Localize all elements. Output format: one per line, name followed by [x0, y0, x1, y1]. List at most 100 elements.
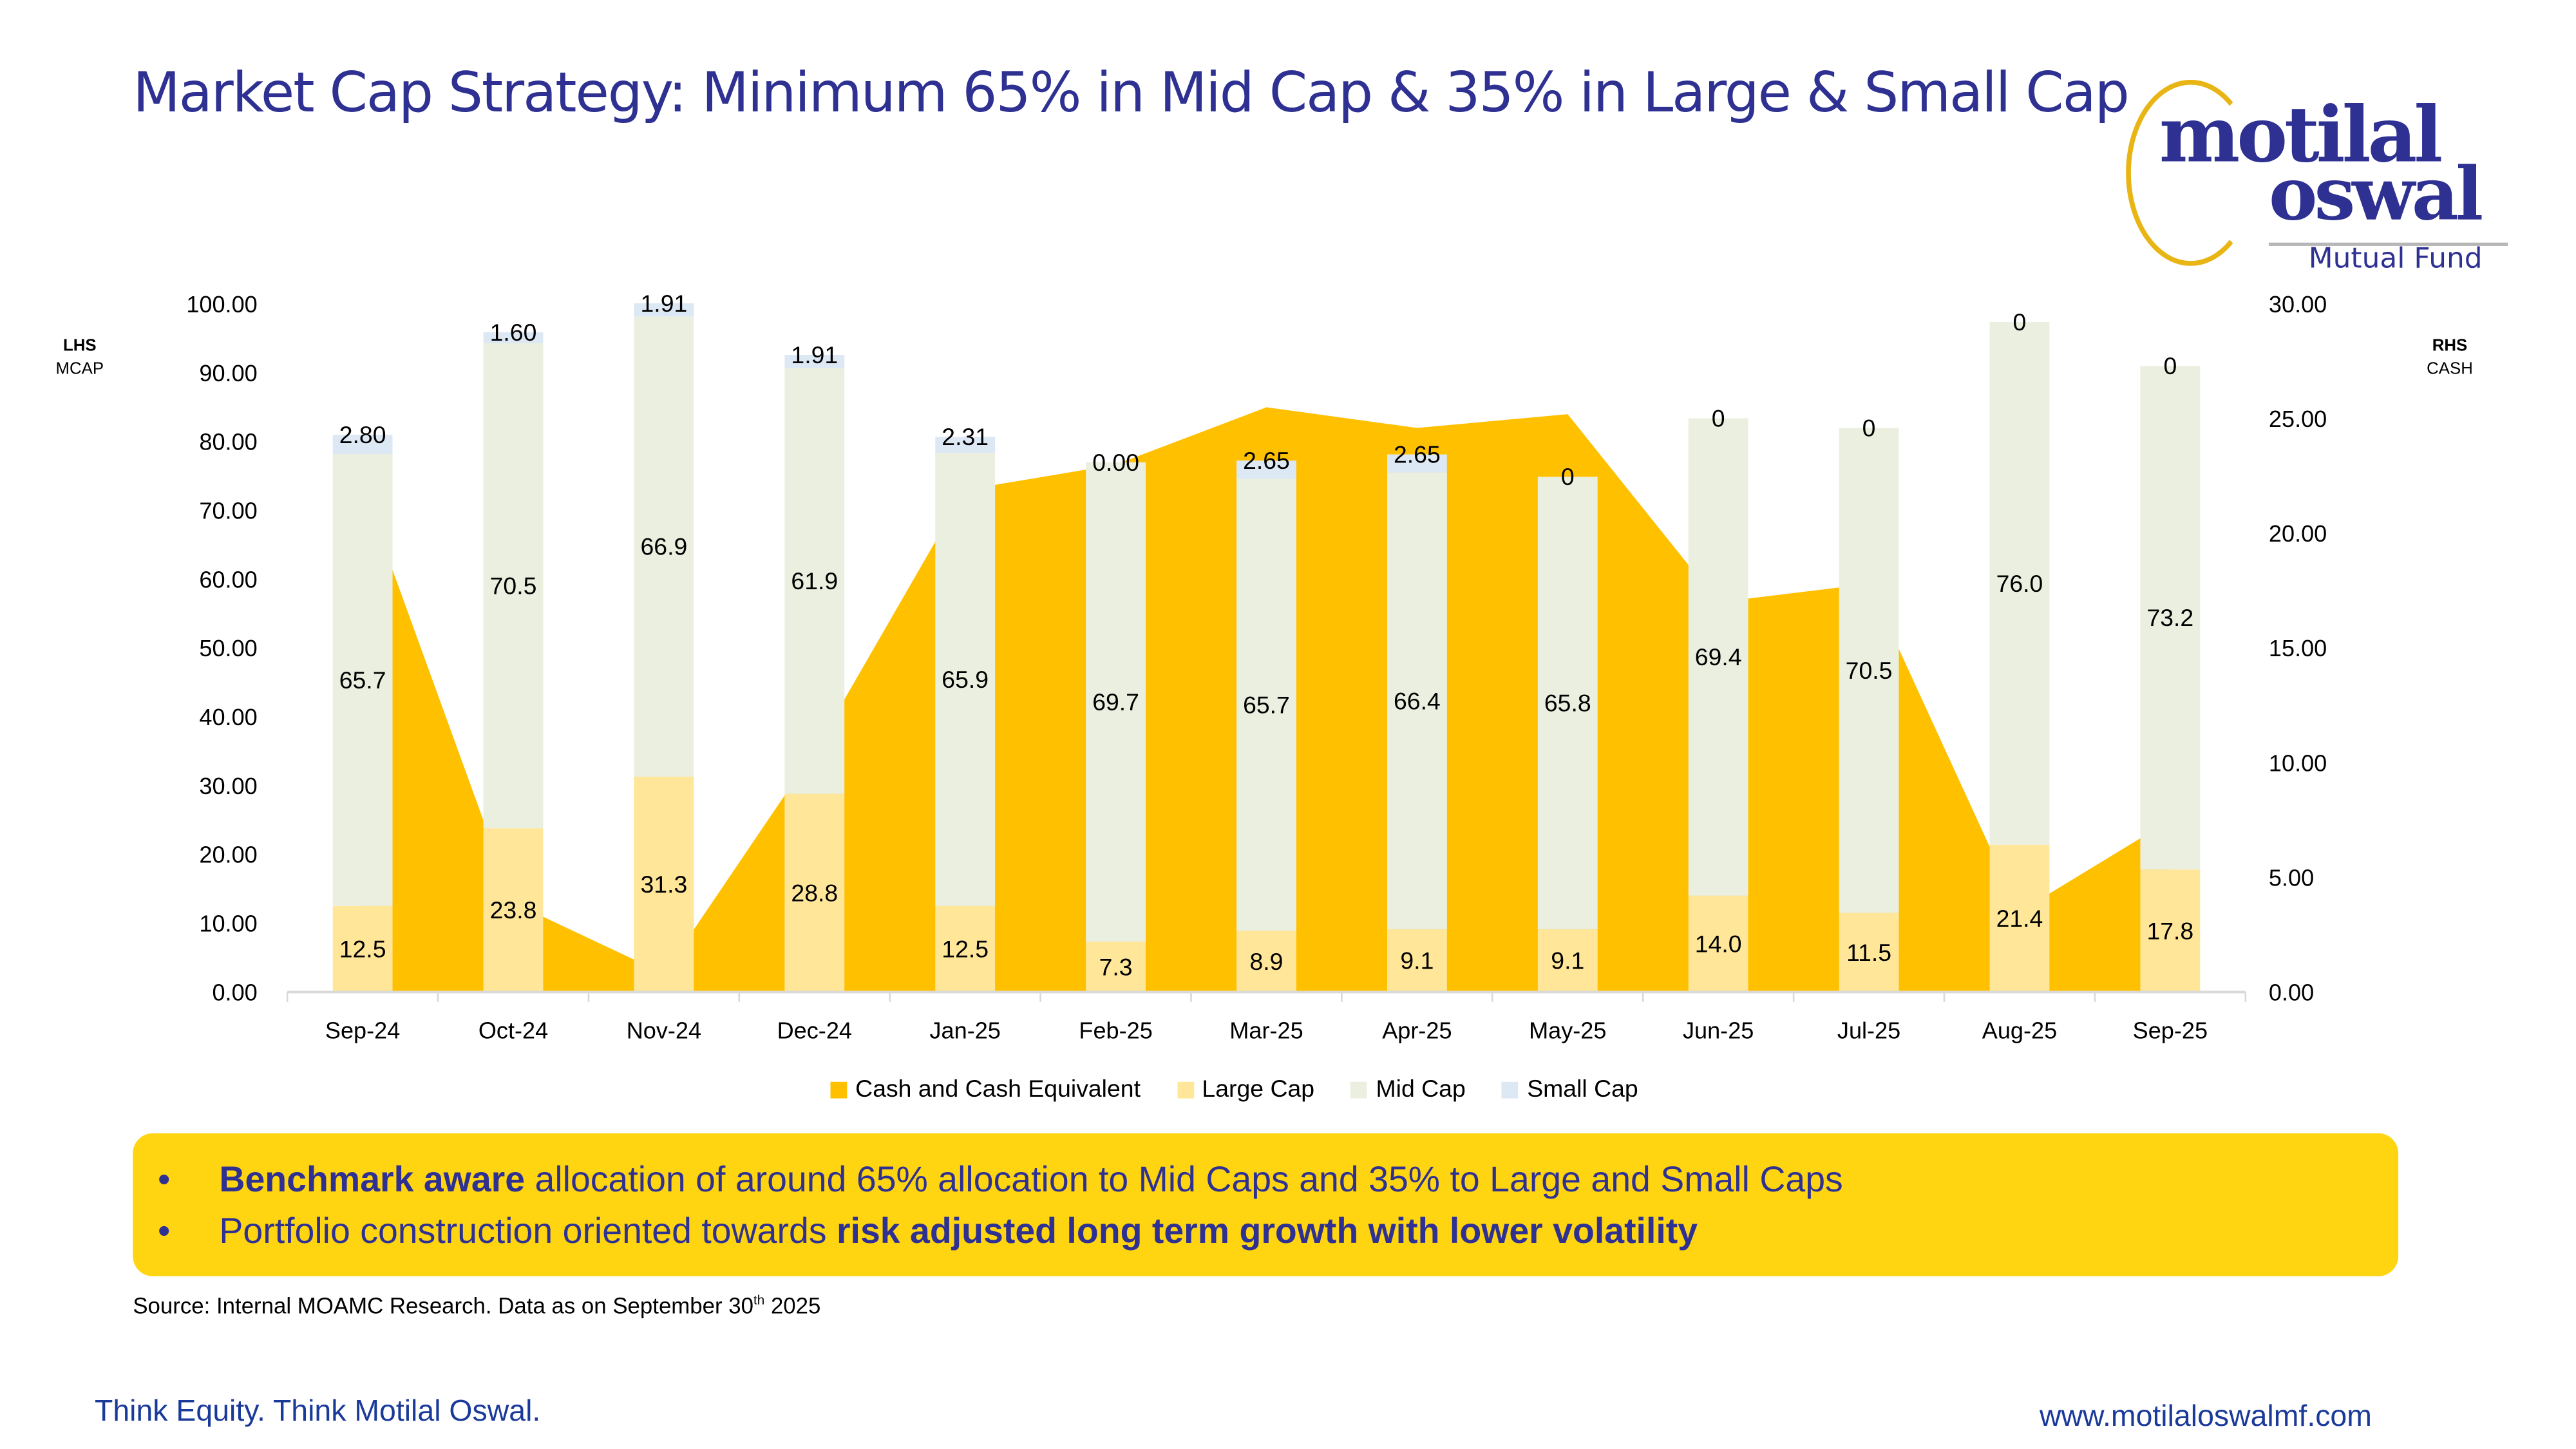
callout-point-text: Portfolio construction oriented towards — [219, 1211, 837, 1251]
bar-mid-cap — [1839, 428, 1899, 913]
y-right-tick-label: 20.00 — [2269, 520, 2327, 547]
data-label-large-cap: 11.5 — [1846, 939, 1891, 966]
data-label-large-cap: 12.5 — [942, 936, 989, 963]
bar-mid-cap — [2140, 366, 2201, 870]
x-tick-label: Sep-24 — [325, 1018, 400, 1044]
bar-mid-cap — [1387, 472, 1447, 930]
data-label-large-cap: 9.1 — [1400, 947, 1434, 974]
bar-mid-cap — [634, 316, 694, 777]
source-text: Source: Internal MOAMC Research. Data as… — [133, 1293, 754, 1319]
y-left-tick-label: 40.00 — [199, 704, 257, 730]
company-logo: motilal oswal Mutual Fund — [2123, 70, 2521, 285]
chart-legend: Cash and Cash Equivalent Large Cap Mid C… — [830, 1077, 1638, 1104]
data-label-mid-cap: 65.7 — [1243, 691, 1290, 718]
y-left-tick-label: 30.00 — [199, 773, 257, 799]
x-tick-label: Aug-25 — [1982, 1018, 2057, 1044]
legend-swatch-large-cap — [1177, 1081, 1194, 1099]
bar-large-cap — [1236, 931, 1296, 992]
y-right-tick-label: 10.00 — [2269, 750, 2327, 776]
data-label-small-cap: 2.31 — [942, 423, 989, 450]
bar-large-cap — [1989, 844, 2050, 992]
bar-large-cap — [1387, 929, 1447, 992]
data-label-mid-cap: 65.7 — [339, 667, 386, 694]
x-tick-label: Sep-25 — [2133, 1018, 2208, 1044]
bar-large-cap — [935, 905, 996, 992]
x-tick-label: May-25 — [1529, 1018, 1606, 1044]
data-label-mid-cap: 69.7 — [1092, 688, 1139, 715]
bar-mid-cap — [1236, 478, 1296, 931]
bar-large-cap — [634, 777, 694, 992]
data-label-small-cap: 0.00 — [1092, 449, 1139, 476]
x-tick-label: Jul-25 — [1837, 1018, 1900, 1044]
market-cap-chart: 12.5 65.7 2.80 Sep-24 23.8 70.5 1.60 Oct-24 31.3… — [186, 290, 2327, 1044]
data-label-small-cap: 2.80 — [339, 421, 386, 448]
legend-label: Small Cap — [1527, 1077, 1638, 1104]
data-label-large-cap: 9.1 — [1551, 947, 1584, 974]
data-label-mid-cap: 66.4 — [1394, 687, 1441, 714]
data-label-mid-cap: 69.4 — [1695, 643, 1742, 670]
bullet-icon: • — [158, 1211, 171, 1251]
y-right-tick-label: 5.00 — [2269, 864, 2314, 891]
x-tick-label: Feb-25 — [1079, 1018, 1152, 1044]
source-sup: th — [753, 1293, 765, 1308]
data-label-mid-cap: 61.9 — [791, 567, 838, 594]
bar-mid-cap — [935, 452, 996, 906]
legend-item-small-cap: Small Cap — [1502, 1077, 1638, 1103]
data-label-large-cap: 28.8 — [791, 880, 838, 907]
y-left-tick-label: 10.00 — [199, 911, 257, 937]
bar-mid-cap — [1989, 321, 2050, 845]
callout-point-text: allocation of around 65% allocation to M… — [525, 1160, 1843, 1200]
legend-item-large-cap: Large Cap — [1177, 1077, 1314, 1103]
bar-mid-cap — [332, 454, 393, 906]
data-label-small-cap: 1.91 — [641, 290, 688, 317]
x-tick-label: Jun-25 — [1683, 1018, 1754, 1044]
x-tick-label: Mar-25 — [1229, 1018, 1303, 1044]
data-label-large-cap: 7.3 — [1099, 953, 1133, 980]
logo-divider — [2268, 242, 2508, 246]
legend-label: Mid Cap — [1376, 1077, 1466, 1104]
bar-large-cap — [1086, 942, 1146, 992]
legend-item-cash: Cash and Cash Equivalent — [830, 1077, 1141, 1104]
left-axis-caption: LHS MCAP — [50, 336, 109, 382]
x-tick-label: Apr-25 — [1382, 1018, 1452, 1044]
left-axis-caption-bold: LHS — [63, 337, 97, 356]
data-label-mid-cap: 70.5 — [490, 573, 537, 600]
legend-label: Large Cap — [1202, 1077, 1315, 1104]
x-tick-label: Oct-24 — [478, 1018, 548, 1044]
y-left-tick-label: 60.00 — [199, 566, 257, 592]
legend-item-mid-cap: Mid Cap — [1350, 1077, 1466, 1104]
bar-mid-cap — [1086, 462, 1146, 942]
data-label-mid-cap: 65.8 — [1544, 690, 1591, 717]
data-label-large-cap: 12.5 — [339, 936, 386, 963]
source-note: Source: Internal MOAMC Research. Data as… — [133, 1293, 820, 1318]
data-label-small-cap: 0 — [2013, 308, 2027, 336]
right-axis-caption-bold: RHS — [2432, 337, 2468, 356]
data-label-small-cap: 2.65 — [1243, 447, 1290, 474]
data-label-large-cap: 14.0 — [1695, 931, 1742, 958]
bar-mid-cap — [483, 343, 544, 829]
footer-website-link[interactable]: www.motilaloswalmf.com — [2040, 1399, 2372, 1433]
logo-ring-icon — [2126, 79, 2256, 266]
logo-subtitle: Mutual Fund — [2308, 242, 2483, 276]
bar-mid-cap — [1688, 418, 1748, 896]
left-axis-caption-text: MCAP — [55, 360, 104, 379]
bar-mid-cap — [784, 368, 845, 794]
data-label-large-cap: 8.9 — [1250, 948, 1283, 975]
callout-point-bold: risk adjusted long term growth with lowe… — [836, 1211, 1698, 1251]
right-axis-caption-text: CASH — [2427, 360, 2473, 379]
bullet-icon: • — [158, 1160, 171, 1200]
legend-swatch-cash — [830, 1081, 848, 1099]
y-left-tick-label: 70.00 — [199, 498, 257, 524]
bar-large-cap — [1688, 895, 1748, 992]
x-tick-label: Dec-24 — [777, 1018, 852, 1044]
y-left-tick-label: 20.00 — [199, 842, 257, 868]
bar-large-cap — [1839, 913, 1899, 992]
bar-large-cap — [784, 793, 845, 992]
callout-point: • Benchmark aware allocation of around 6… — [158, 1155, 2398, 1206]
y-right-tick-label: 25.00 — [2269, 406, 2327, 432]
page-title: Market Cap Strategy: Minimum 65% in Mid … — [133, 59, 2129, 125]
legend-swatch-small-cap — [1502, 1081, 1519, 1099]
legend-label: Cash and Cash Equivalent — [855, 1077, 1141, 1104]
footer-tagline: Think Equity. Think Motilal Oswal. — [95, 1394, 541, 1428]
bar-large-cap — [2140, 869, 2201, 992]
